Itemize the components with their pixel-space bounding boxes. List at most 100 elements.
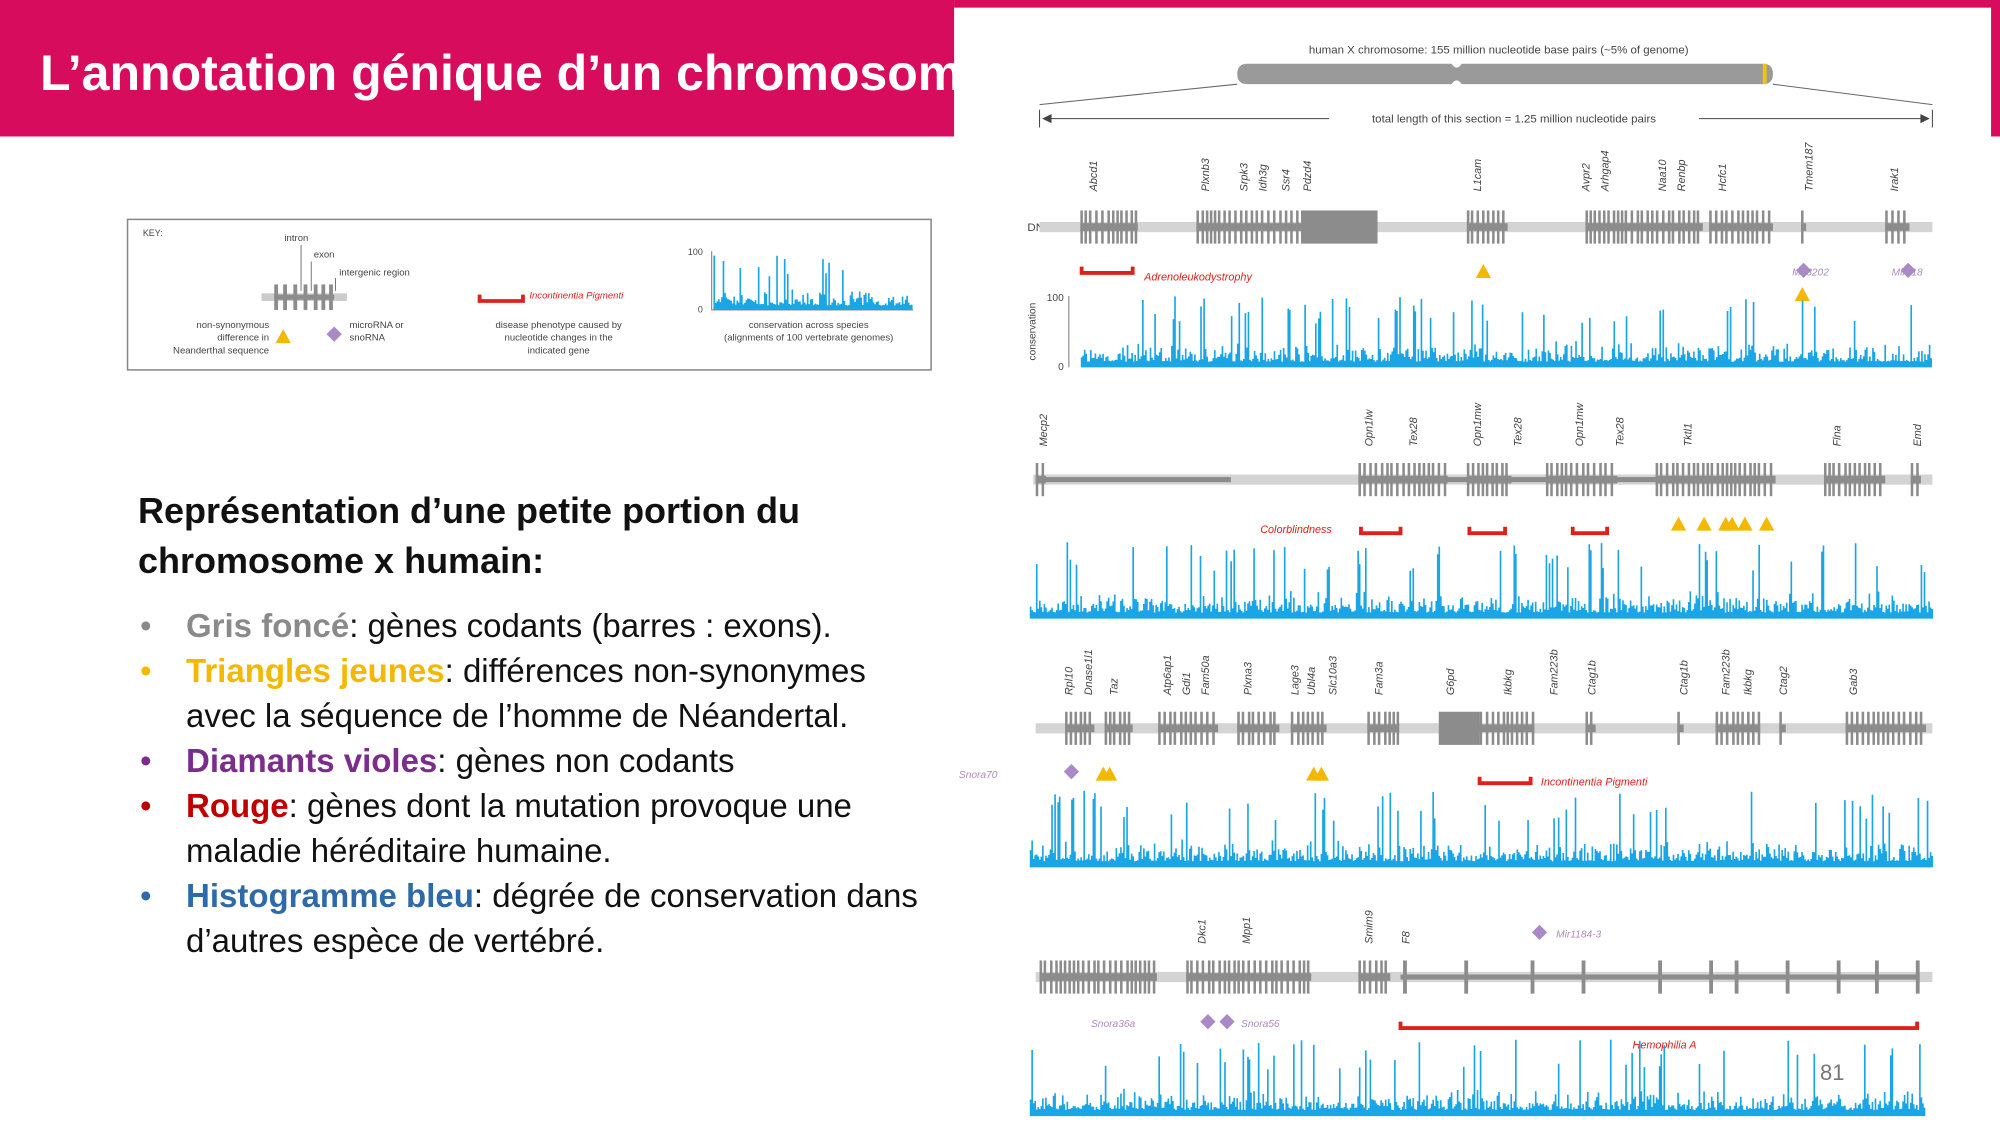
exon [1630,210,1634,244]
gene-name: F8 [1400,931,1412,944]
gene-name: Mpp1 [1241,917,1253,944]
exon [1757,711,1761,745]
exon [1676,463,1679,497]
exon [1298,960,1302,994]
exon [1290,210,1293,244]
exon [1396,463,1399,497]
exon [1234,210,1237,244]
exon [1296,210,1299,244]
exon [1495,463,1499,497]
exon [1610,463,1614,497]
exon [1179,711,1183,745]
exon [1659,463,1663,497]
bullet-dot: • [140,652,152,689]
gene-name: Gab3 [1848,669,1860,696]
gene-name: Mecp2 [1038,414,1050,447]
exon [1671,210,1675,244]
label: difference in [217,333,269,344]
label: snoRNA [349,333,385,344]
exon [1418,463,1421,497]
gene-name: Emd [1912,423,1924,446]
exon [1466,463,1470,497]
disease-bracket [477,294,525,303]
exon [1163,711,1166,745]
exon [1081,960,1085,994]
exon [1368,960,1372,994]
exon [1267,210,1270,244]
gene-intron [1655,475,1776,484]
exon [1101,210,1104,244]
exon [1255,210,1259,244]
exon [1477,463,1480,497]
bullet: • Diamants violes: gènes non codants [138,738,928,783]
exon [1530,960,1535,994]
exon [1867,711,1870,745]
exon [1134,210,1138,244]
gene-name: Pdzd4 [1302,161,1314,192]
exon [1598,210,1601,244]
bullet-text: : différences non-synonymes avec la séqu… [186,652,866,734]
gene-name: Srpk3 [1238,163,1250,191]
page-number: 81 [1820,1060,1845,1085]
exon [1736,711,1740,745]
exon [1358,960,1361,994]
exon [1858,463,1861,497]
neanderthal-triangle [1475,264,1492,279]
exon [1767,210,1771,244]
gene-intron [1035,475,1046,484]
exon [1237,960,1240,994]
section-heading: Représentation d’une petite portion du c… [138,490,801,581]
exon [1646,210,1649,244]
label: conservation [1028,303,1039,361]
exon [1380,463,1384,497]
exon [1678,210,1681,244]
exon [1250,210,1254,244]
key-exon [321,284,326,310]
exon [1731,210,1734,244]
exon [1747,711,1750,745]
conservation-histogram [1080,296,1932,368]
exon [1607,210,1610,244]
exon [1218,960,1221,994]
exon [1286,960,1290,994]
gene-intron [1845,724,1927,733]
exon [1506,711,1510,745]
gene-name: L1cam [1472,159,1484,192]
exon [1205,711,1209,745]
exon [1390,463,1393,497]
exon [1481,463,1485,497]
exon [1253,960,1256,994]
key-exon [303,284,308,310]
exon [1284,210,1288,244]
exon [1734,960,1739,994]
exon [1882,711,1885,745]
bullet-term: Rouge [186,787,289,824]
bullet-text: : gènes codants (barres : exons). [349,607,832,644]
exon [1035,463,1039,497]
bullet-text: : dégrée de conservation dans d’autres e… [186,877,918,959]
exon [1272,210,1276,244]
exon [1589,711,1593,745]
exon [1560,463,1564,497]
exon [1065,711,1068,745]
exon [1743,463,1747,497]
exon [1392,711,1396,745]
exon [1079,711,1083,745]
exon [1223,210,1226,244]
exon [1184,711,1188,745]
gene-name: Plxna3 [1242,662,1254,695]
exon [1753,463,1756,497]
neanderthal-triangle [1696,516,1712,531]
bullet-text: : gènes non codants [437,742,735,779]
gene-intron [1104,724,1133,733]
exon [1127,711,1131,745]
exon [1239,210,1243,244]
gene-block [1301,210,1378,244]
gene-name: Avpr2 [1580,163,1592,192]
exon [1123,711,1126,745]
exon [1531,711,1535,745]
exon [1710,463,1714,497]
exon [1909,711,1912,745]
rna-diamond [1063,764,1080,780]
